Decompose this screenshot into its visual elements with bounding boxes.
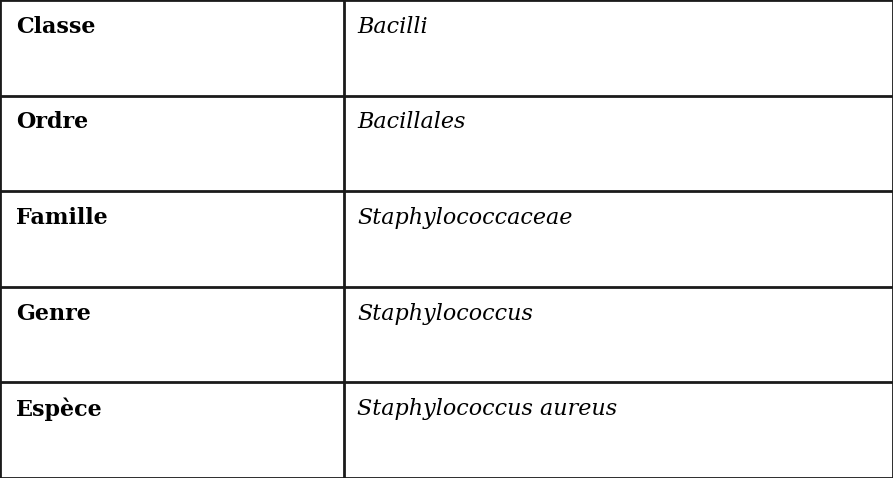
Text: Staphylococcus: Staphylococcus [357,303,533,325]
Text: Genre: Genre [16,303,91,325]
Text: Classe: Classe [16,16,96,38]
Text: Famille: Famille [16,207,108,229]
Text: Bacillales: Bacillales [357,111,465,133]
Text: Staphylococcus aureus: Staphylococcus aureus [357,398,617,420]
Text: Espèce: Espèce [16,397,103,421]
Text: Ordre: Ordre [16,111,88,133]
Text: Staphylococcaceae: Staphylococcaceae [357,207,572,229]
Text: Bacilli: Bacilli [357,16,428,38]
